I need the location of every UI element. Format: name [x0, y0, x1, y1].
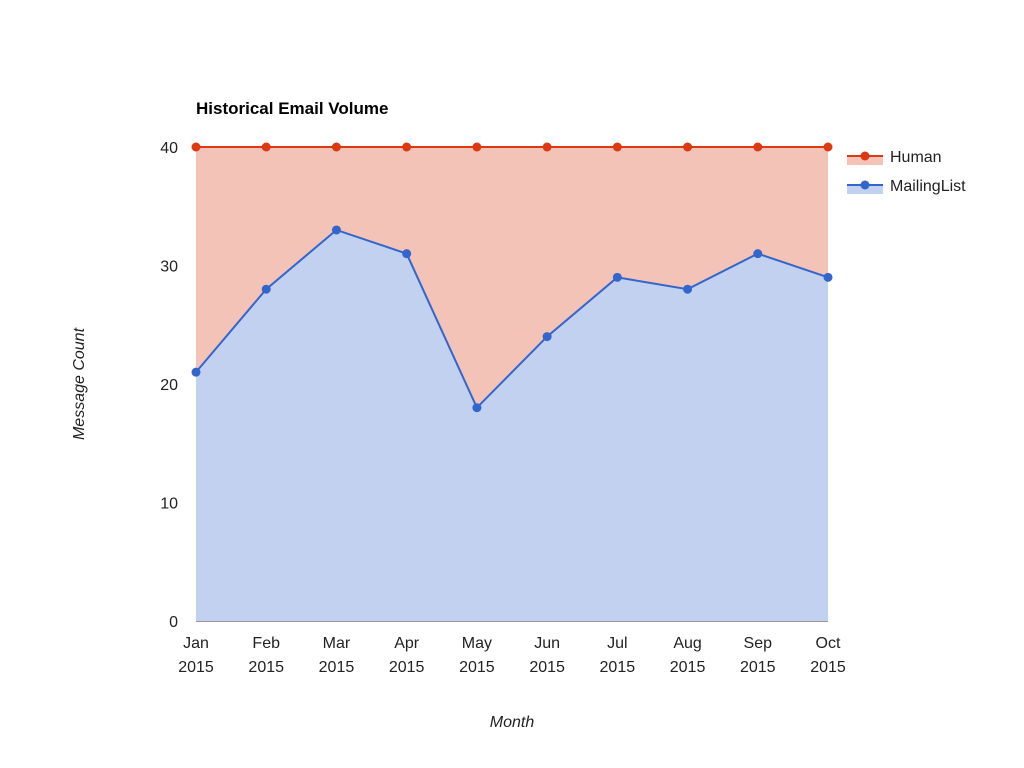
x-tick-label: Jun [534, 635, 560, 652]
point-human [612, 142, 622, 152]
point-mailinglist [261, 284, 271, 294]
point-mailinglist [612, 272, 622, 282]
area-layer [196, 147, 828, 621]
x-tick-label: Feb [252, 635, 280, 652]
x-tick-label: 2015 [319, 659, 355, 676]
legend-label: Human [890, 149, 942, 166]
chart-title: Historical Email Volume [196, 99, 388, 118]
x-tick-label: 2015 [248, 659, 284, 676]
point-mailinglist [542, 332, 552, 342]
x-tick-label: 2015 [178, 659, 214, 676]
x-tick-label: 2015 [600, 659, 636, 676]
x-tick-label: Jan [183, 635, 209, 652]
point-mailinglist [683, 284, 693, 294]
point-mailinglist [402, 249, 412, 259]
x-tick-label: Aug [673, 635, 701, 652]
x-tick-label: Mar [323, 635, 351, 652]
x-tick-label: Sep [744, 635, 773, 652]
point-human [753, 142, 763, 152]
point-human [542, 142, 552, 152]
point-human [331, 142, 341, 152]
point-human [683, 142, 693, 152]
x-tick-label: 2015 [670, 659, 706, 676]
y-tick-label: 40 [160, 140, 178, 157]
y-tick-label: 0 [169, 614, 178, 631]
point-mailinglist [823, 272, 833, 282]
point-human [823, 142, 833, 152]
legend: Human MailingList [847, 149, 966, 195]
x-tick-label: 2015 [810, 659, 846, 676]
point-mailinglist [331, 225, 341, 235]
area-mailinglist [196, 229, 828, 621]
point-layer [191, 142, 833, 413]
x-tick-label: Apr [394, 635, 420, 652]
x-tick-label: 2015 [529, 659, 565, 676]
area-human [196, 147, 828, 408]
x-tick-labels: Jan 2015 Feb 2015 Mar 2015 Apr 2015 May 2015 Jun 20… [178, 635, 846, 676]
x-tick-label: 2015 [389, 659, 425, 676]
y-tick-label: 20 [160, 377, 178, 394]
point-human [402, 142, 412, 152]
y-axis-title: Message Count [71, 327, 88, 440]
x-axis-title: Month [490, 714, 535, 731]
legend-label: MailingList [890, 178, 966, 195]
line-layer [195, 146, 829, 410]
y-tick-labels: 0 10 20 30 40 [160, 140, 178, 631]
legend-marker [860, 180, 870, 190]
point-human [261, 142, 271, 152]
point-mailinglist [472, 403, 482, 413]
point-mailinglist [191, 367, 201, 377]
x-tick-label: Oct [816, 635, 841, 652]
point-human [472, 142, 482, 152]
x-tick-label: 2015 [740, 659, 776, 676]
line-mailinglist [195, 228, 829, 410]
legend-marker [860, 151, 870, 161]
y-tick-label: 10 [160, 496, 178, 513]
x-tick-label: Jul [607, 635, 627, 652]
y-tick-label: 30 [160, 259, 178, 276]
x-tick-label: May [462, 635, 492, 652]
point-human [191, 142, 201, 152]
point-mailinglist [753, 249, 763, 259]
x-tick-label: 2015 [459, 659, 495, 676]
